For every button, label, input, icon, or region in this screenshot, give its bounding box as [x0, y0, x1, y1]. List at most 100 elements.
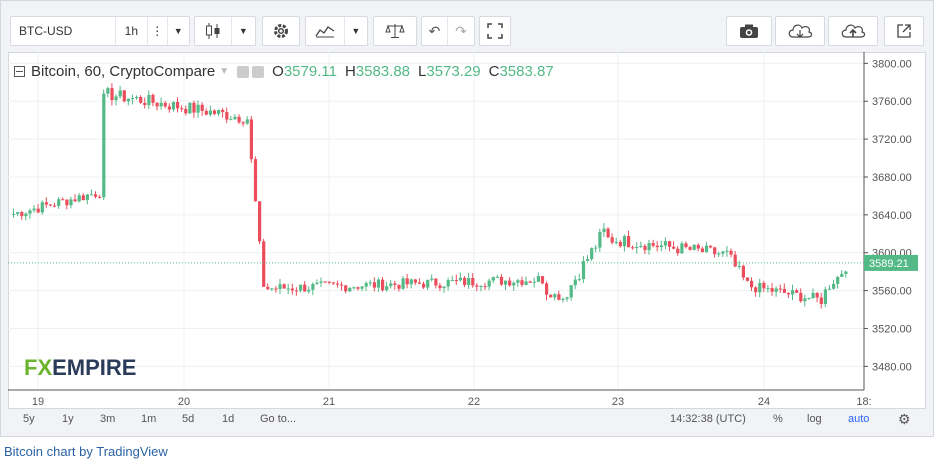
candle-body [286, 288, 290, 290]
candle-body [606, 228, 610, 238]
candle-body [495, 276, 499, 278]
candle-body [569, 285, 573, 298]
x-tick-label: 22 [468, 396, 480, 408]
x-tick-label: 21 [323, 396, 335, 408]
candle-body [602, 228, 606, 232]
candle-body [180, 108, 184, 110]
compare-icon[interactable] [373, 16, 417, 46]
indicators-box[interactable]: ▼ [305, 16, 368, 46]
goto-button[interactable]: Go to... [260, 413, 297, 425]
candle-body [241, 122, 245, 124]
redo-icon[interactable]: ↷ [455, 22, 467, 39]
candle-body [516, 280, 520, 283]
open-label: O [272, 63, 284, 80]
auto-toggle[interactable]: auto [848, 413, 870, 425]
log-toggle[interactable]: log [807, 413, 822, 425]
candle-body [799, 292, 803, 302]
more-dots-icon[interactable]: ⋮ [148, 17, 168, 45]
candle-body [294, 290, 299, 292]
symbol-box[interactable]: BTC-USD 1h ⋮ ▼ [10, 16, 190, 46]
legend-title[interactable]: Bitcoin, 60, CryptoCompare [31, 63, 216, 80]
fullscreen-icon[interactable] [479, 16, 511, 46]
candle-body [331, 282, 335, 284]
percent-toggle[interactable]: % [773, 413, 783, 425]
candle-body [40, 202, 44, 213]
interval-button[interactable]: 1h [114, 17, 148, 45]
candle-body [53, 205, 57, 207]
candle-body [385, 286, 389, 291]
legend-settings-icon[interactable] [237, 65, 250, 78]
camera-icon[interactable] [726, 16, 772, 46]
candle-body [356, 287, 360, 289]
tradingview-credit-link[interactable]: Bitcoin chart by TradingView [4, 444, 168, 459]
range-1y-button[interactable]: 1y [62, 413, 74, 425]
cloud-upload-icon[interactable] [828, 16, 878, 46]
candle-body [192, 102, 196, 113]
range-5d-button[interactable]: 5d [182, 413, 195, 425]
range-1m-button[interactable]: 1m [141, 413, 157, 425]
settings-gear-icon[interactable]: ⚙ [898, 411, 911, 427]
symbol-input[interactable]: BTC-USD [19, 24, 73, 38]
candle-body [762, 282, 766, 289]
candlestick-chart[interactable]: 3800.003760.003720.003680.003640.003600.… [8, 52, 926, 409]
candle-body [20, 212, 24, 217]
candle-body [663, 241, 668, 246]
y-tick-label: 3800.00 [872, 58, 912, 70]
high-label: H [344, 63, 356, 80]
utc-clock[interactable]: 14:32:38 (UTC) [670, 413, 746, 425]
candle-body [212, 110, 217, 114]
indicators-icon[interactable] [306, 17, 345, 45]
candle-body [229, 119, 233, 121]
legend-hide-icon[interactable] [252, 65, 265, 78]
candle-body [565, 297, 569, 299]
bottom-toolbar: 5y 1y 3m 1m 5d 1d Go to... 14:32:38 (UTC… [8, 409, 926, 431]
candle-body [823, 289, 827, 304]
y-tick-label: 3480.00 [872, 361, 912, 373]
candle-body [553, 294, 557, 298]
candle-body [758, 282, 762, 293]
candle-body [77, 195, 81, 202]
candle-body [65, 199, 69, 206]
legend-dropdown-icon[interactable]: ▼ [219, 66, 230, 77]
low-value: 3573.29 [426, 63, 481, 80]
range-3m-button[interactable]: 3m [100, 413, 116, 425]
chart-type-dropdown-icon[interactable]: ▼ [238, 26, 248, 36]
candle-body [524, 281, 528, 285]
candle-body [376, 279, 381, 288]
indicators-dropdown-icon[interactable]: ▼ [351, 26, 361, 36]
close-value: 3583.87 [499, 63, 554, 80]
range-1d-button[interactable]: 1d [222, 413, 235, 425]
chart-type-box[interactable]: ▼ [194, 16, 256, 46]
candle-body [795, 290, 799, 293]
popout-icon[interactable] [884, 16, 924, 46]
chart-panel[interactable] [8, 52, 926, 409]
y-tick-label: 3520.00 [872, 323, 912, 335]
gear-icon[interactable] [262, 16, 300, 46]
legend-collapse-icon[interactable] [14, 66, 25, 77]
top-toolbar: BTC-USD 1h ⋮ ▼ ▼ ▼ ↶ ↷ [4, 12, 930, 50]
candle-body [618, 241, 622, 247]
candle-body [171, 101, 176, 110]
candle-body [217, 109, 221, 114]
candle-body [16, 212, 20, 214]
candle-body [434, 278, 438, 286]
candles-icon[interactable] [195, 17, 232, 45]
candle-body [413, 279, 417, 283]
undo-icon[interactable]: ↶ [422, 17, 449, 45]
last-price-label: 3589.21 [869, 258, 909, 270]
candle-body [700, 248, 704, 252]
candle-body [282, 284, 286, 289]
candle-body [545, 283, 549, 295]
candle-body [48, 204, 53, 206]
y-tick-label: 3720.00 [872, 134, 912, 146]
candle-body [791, 290, 795, 295]
candle-body [635, 246, 639, 248]
candle-body [483, 286, 487, 288]
cloud-download-icon[interactable] [775, 16, 825, 46]
candle-body [290, 288, 294, 291]
candle-body [319, 281, 323, 283]
range-5y-button[interactable]: 5y [23, 413, 35, 425]
interval-dropdown-icon[interactable]: ▼ [173, 26, 183, 36]
candle-body [631, 247, 635, 249]
candle-body [508, 280, 512, 286]
